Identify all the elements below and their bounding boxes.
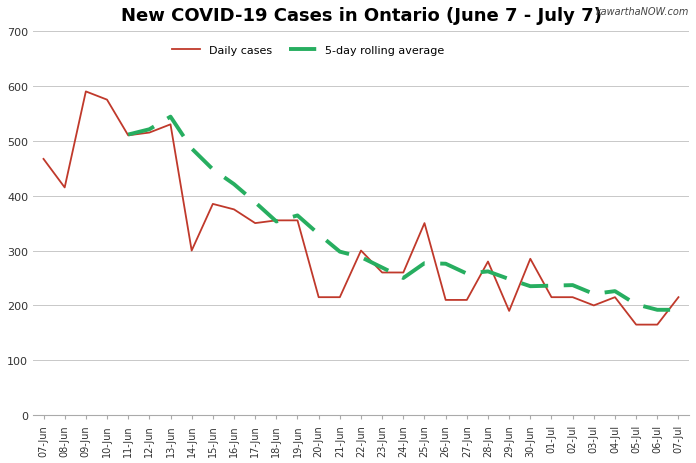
5-day rolling average <box>230 182 238 188</box>
Daily cases <box>378 270 386 275</box>
Daily cases <box>145 131 154 136</box>
Daily cases <box>674 295 683 300</box>
5-day rolling average <box>272 219 280 225</box>
5-day rolling average <box>357 255 365 260</box>
Legend: Daily cases, 5-day rolling average: Daily cases, 5-day rolling average <box>168 41 449 60</box>
5-day rolling average <box>293 213 301 219</box>
5-day rolling average <box>187 146 196 152</box>
Daily cases <box>293 218 301 224</box>
Daily cases <box>611 295 619 300</box>
Line: Daily cases: Daily cases <box>44 92 679 325</box>
Daily cases <box>526 257 535 262</box>
5-day rolling average <box>420 261 429 266</box>
5-day rolling average <box>590 292 598 297</box>
5-day rolling average <box>166 115 175 120</box>
Daily cases <box>441 298 450 303</box>
Daily cases <box>463 298 471 303</box>
5-day rolling average <box>653 307 661 313</box>
Daily cases <box>653 322 661 328</box>
Daily cases <box>335 295 344 300</box>
5-day rolling average <box>526 284 535 289</box>
Title: New COVID-19 Cases in Ontario (June 7 - July 7): New COVID-19 Cases in Ontario (June 7 - … <box>120 7 601 25</box>
Daily cases <box>357 248 365 254</box>
Text: kawarthaNOW.com: kawarthaNOW.com <box>596 7 689 17</box>
5-day rolling average <box>632 302 640 307</box>
5-day rolling average <box>484 269 492 275</box>
Daily cases <box>505 308 514 314</box>
5-day rolling average <box>611 289 619 294</box>
Daily cases <box>81 89 90 95</box>
Daily cases <box>187 248 196 254</box>
Daily cases <box>315 295 323 300</box>
Daily cases <box>569 295 577 300</box>
Daily cases <box>166 122 175 128</box>
5-day rolling average <box>399 275 407 281</box>
Daily cases <box>61 185 69 191</box>
Daily cases <box>124 133 132 139</box>
5-day rolling average <box>124 132 132 138</box>
Daily cases <box>272 218 280 224</box>
Daily cases <box>420 221 429 226</box>
5-day rolling average <box>569 283 577 288</box>
5-day rolling average <box>674 307 683 313</box>
Daily cases <box>251 221 260 226</box>
5-day rolling average <box>335 249 344 255</box>
5-day rolling average <box>463 271 471 277</box>
Daily cases <box>40 157 48 163</box>
Daily cases <box>230 207 238 213</box>
Line: 5-day rolling average: 5-day rolling average <box>128 118 679 310</box>
5-day rolling average <box>441 261 450 267</box>
5-day rolling average <box>251 200 260 206</box>
5-day rolling average <box>209 167 217 173</box>
Daily cases <box>484 259 492 265</box>
5-day rolling average <box>505 277 514 282</box>
Daily cases <box>103 98 111 103</box>
Daily cases <box>632 322 640 328</box>
5-day rolling average <box>378 265 386 271</box>
Daily cases <box>547 295 555 300</box>
Daily cases <box>399 270 407 275</box>
5-day rolling average <box>315 232 323 238</box>
Daily cases <box>209 202 217 207</box>
5-day rolling average <box>547 283 555 289</box>
Daily cases <box>590 303 598 308</box>
5-day rolling average <box>145 127 154 133</box>
